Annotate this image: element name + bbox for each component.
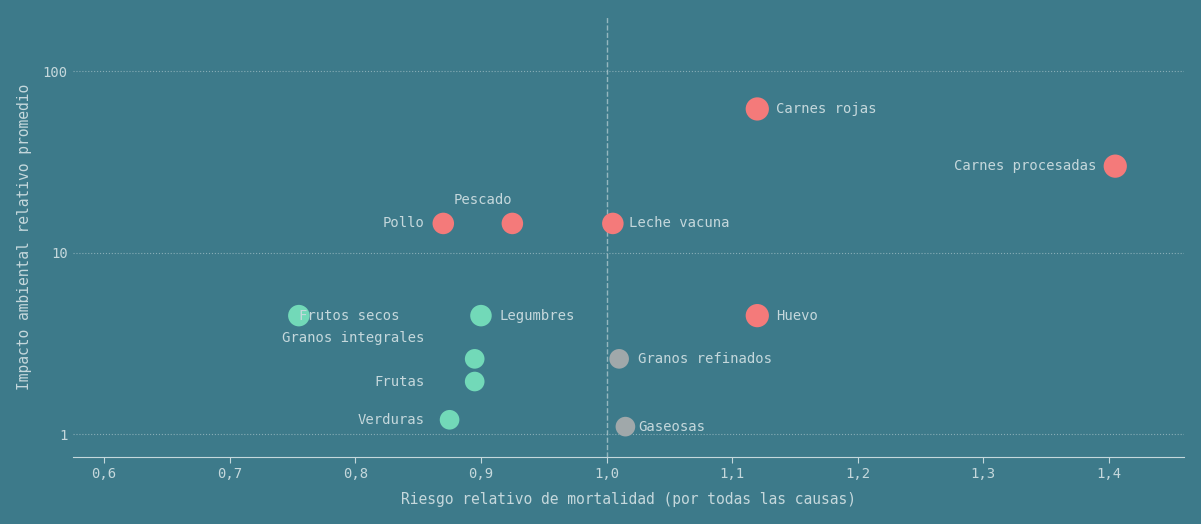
Point xyxy=(610,355,629,363)
Point xyxy=(748,105,767,113)
Text: Leche vacuna: Leche vacuna xyxy=(629,216,730,231)
Text: Gaseosas: Gaseosas xyxy=(638,420,705,434)
Text: Granos integrales: Granos integrales xyxy=(282,331,424,345)
Text: Carnes procesadas: Carnes procesadas xyxy=(954,159,1097,173)
Text: Frutos secos: Frutos secos xyxy=(299,309,400,323)
Point xyxy=(471,311,490,320)
Point xyxy=(603,219,622,227)
Y-axis label: Impacto ambiental relativo promedio: Impacto ambiental relativo promedio xyxy=(17,84,31,390)
Point xyxy=(465,377,484,386)
Point xyxy=(440,416,459,424)
Text: Pollo: Pollo xyxy=(383,216,424,231)
Text: Pescado: Pescado xyxy=(454,193,513,207)
Point xyxy=(616,422,635,431)
Point xyxy=(1106,162,1125,170)
Text: Legumbres: Legumbres xyxy=(500,309,575,323)
Text: Frutas: Frutas xyxy=(375,375,424,388)
Point xyxy=(748,311,767,320)
Point xyxy=(465,355,484,363)
Point xyxy=(434,219,453,227)
Text: Carnes rojas: Carnes rojas xyxy=(776,102,877,116)
Text: Verduras: Verduras xyxy=(358,413,424,427)
Point xyxy=(289,311,309,320)
Point xyxy=(503,219,522,227)
Text: Granos refinados: Granos refinados xyxy=(638,352,772,366)
X-axis label: Riesgo relativo de mortalidad (por todas las causas): Riesgo relativo de mortalidad (por todas… xyxy=(401,493,856,507)
Text: Huevo: Huevo xyxy=(776,309,818,323)
